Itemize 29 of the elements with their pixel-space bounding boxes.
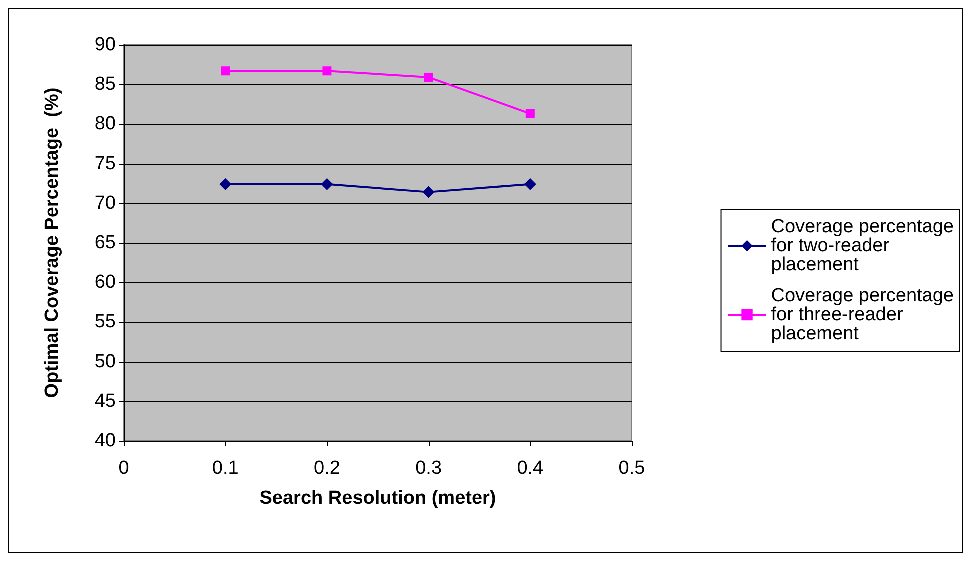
- x-axis-title: Search Resolution (meter): [260, 488, 496, 509]
- y-tick-label: 50: [94, 351, 116, 372]
- point: [422, 186, 435, 198]
- y-tick-label: 75: [94, 153, 116, 174]
- point: [220, 178, 232, 190]
- point: [321, 178, 334, 190]
- y-tick-label: 65: [94, 232, 116, 254]
- point: [221, 66, 230, 76]
- point: [524, 178, 536, 190]
- y-tick-label: 45: [94, 390, 116, 412]
- y-tick-label: 60: [94, 272, 116, 294]
- point: [526, 109, 535, 118]
- x-tick-label: 0.2: [314, 458, 340, 479]
- x-tick-label: 0.4: [517, 458, 544, 479]
- x-tick-label: 0: [118, 458, 130, 479]
- x-tick-label: 0.1: [212, 458, 239, 479]
- legend-label: Coverage percentage for two-reader placement: [771, 216, 954, 276]
- y-tick-label: 90: [94, 34, 116, 56]
- y-tick-label: 55: [94, 312, 116, 333]
- point: [424, 72, 434, 82]
- y-tick-label: 85: [94, 74, 116, 96]
- x-tick-label: 0.5: [618, 458, 646, 479]
- point: [322, 66, 332, 76]
- y-tick-label: 70: [94, 192, 116, 214]
- x-tick-label: 0.3: [416, 458, 442, 479]
- y-tick-label: 40: [94, 430, 116, 452]
- y-tick-label: 80: [94, 114, 116, 135]
- y-axis-title: Optimal Coverage Percentage (%): [42, 88, 63, 398]
- legend-label: Coverage percentage for three-reader placement: [771, 286, 954, 344]
